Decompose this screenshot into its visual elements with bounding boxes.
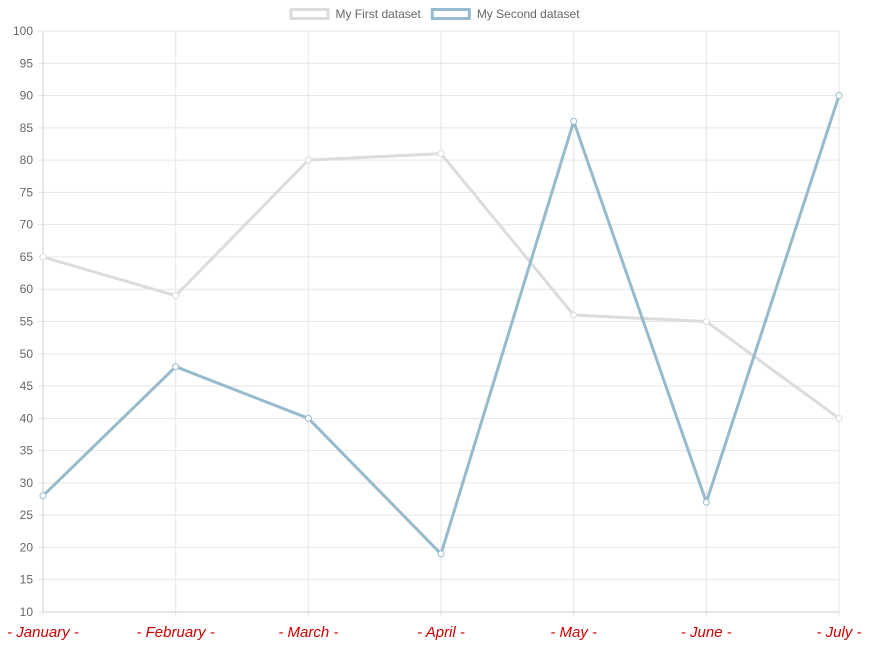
y-tick-label: 70 xyxy=(20,218,34,232)
legend-item-2[interactable]: My Second dataset xyxy=(430,7,580,21)
y-tick-label: 80 xyxy=(20,153,34,167)
axes: 10 15 20 25 30 35 40 45 50 55 60 65 70 75 80 85 90 95 100 -… xyxy=(7,24,861,641)
y-tick-label: 55 xyxy=(20,315,34,329)
legend-item-1[interactable]: My First dataset xyxy=(289,7,422,21)
y-tick-label: 10 xyxy=(20,605,34,619)
data-point[interactable] xyxy=(702,498,710,506)
data-point[interactable] xyxy=(437,550,445,558)
legend-label: My First dataset xyxy=(335,7,421,21)
y-tick-label: 15 xyxy=(20,573,34,587)
legend: My First dataset My Second dataset xyxy=(289,7,580,21)
y-tick-label: 20 xyxy=(20,540,34,554)
x-tick-label: - March - xyxy=(278,624,338,641)
series-lines xyxy=(39,92,843,558)
y-tick-label: 85 xyxy=(20,121,34,135)
legend-swatch xyxy=(289,8,330,20)
data-point[interactable] xyxy=(437,150,445,158)
x-tick-label: - May - xyxy=(550,624,597,641)
y-tick-label: 95 xyxy=(20,56,34,70)
data-point[interactable] xyxy=(702,318,710,325)
data-point[interactable] xyxy=(835,414,843,422)
grid xyxy=(38,30,840,617)
legend-label: My Second dataset xyxy=(477,7,580,21)
legend-swatch xyxy=(430,8,471,20)
data-point[interactable] xyxy=(570,311,578,319)
y-tick-label: 65 xyxy=(20,250,34,264)
y-tick-label: 30 xyxy=(20,476,34,490)
data-point[interactable] xyxy=(39,253,47,261)
y-tick-label: 50 xyxy=(20,347,34,361)
data-point[interactable] xyxy=(172,363,180,371)
x-tick-label: - July - xyxy=(817,624,862,641)
y-tick-label: 90 xyxy=(20,89,34,103)
x-tick-label: - June - xyxy=(681,624,732,641)
y-tick-label: 60 xyxy=(20,282,34,296)
y-tick-label: 25 xyxy=(20,508,34,522)
data-point[interactable] xyxy=(172,292,180,300)
data-point[interactable] xyxy=(39,492,47,500)
y-tick-label: 75 xyxy=(20,185,34,199)
x-tick-label: - April - xyxy=(417,624,465,641)
data-point[interactable] xyxy=(304,156,312,164)
x-tick-label: - February - xyxy=(136,624,214,641)
y-tick-label: 45 xyxy=(20,379,34,393)
x-tick-label: - January - xyxy=(7,624,79,641)
y-tick-label: 100 xyxy=(13,24,33,38)
data-point[interactable] xyxy=(570,117,578,125)
y-tick-label: 40 xyxy=(20,411,34,425)
data-point[interactable] xyxy=(835,92,843,100)
data-point[interactable] xyxy=(304,414,312,422)
y-tick-label: 35 xyxy=(20,444,34,458)
